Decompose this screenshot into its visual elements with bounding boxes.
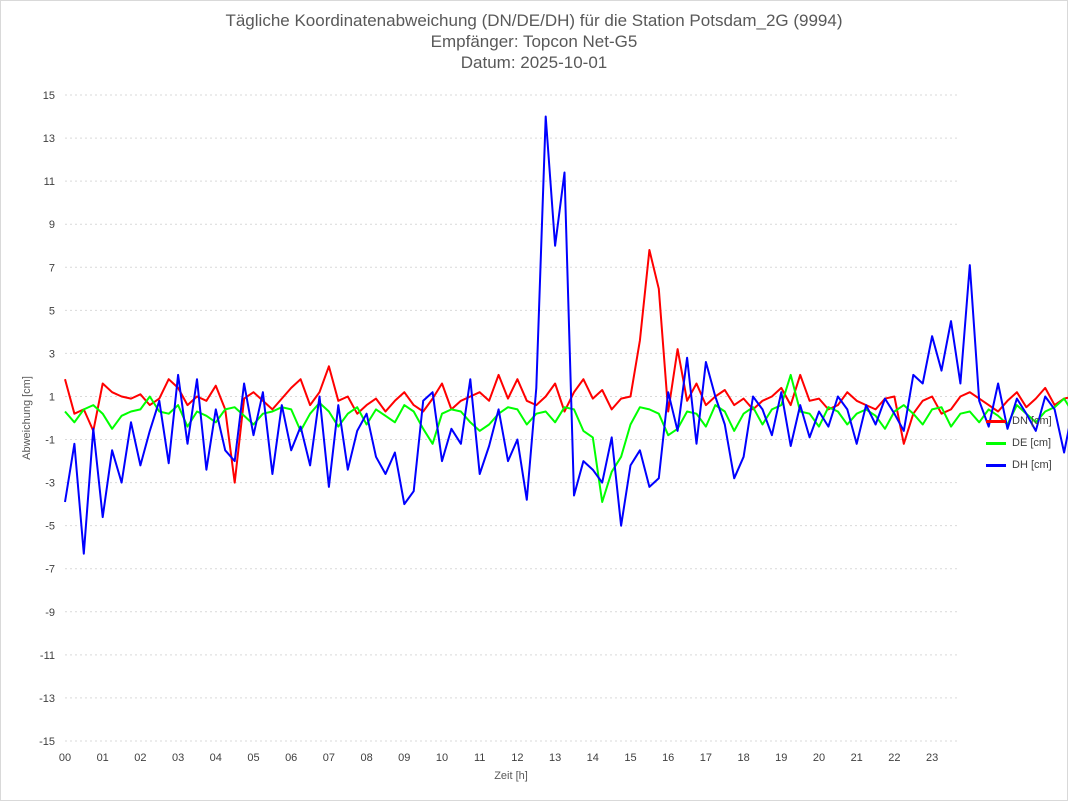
legend-label-dn: DN [cm] [1012,415,1052,427]
x-tick-label: 06 [285,752,297,764]
x-tick-label: 16 [662,752,674,764]
y-tick-label: -9 [45,607,55,619]
chart-title: Tägliche Koordinatenabweichung (DN/DE/DH… [0,10,1068,73]
x-tick-label: 15 [624,752,636,764]
legend-item-de: DE [cm] [986,432,1066,454]
x-tick-label: 11 [474,752,485,764]
x-axis-ticks: 00 01 02 03 04 05 06 07 08 09 10 11 12 13 14 15 16 17 18 19… [59,752,938,764]
x-tick-label: 22 [888,752,900,764]
x-tick-label: 21 [851,752,863,764]
legend-label-dh: DH [cm] [1012,459,1052,471]
legend-item-dn: DN [cm] [986,410,1066,432]
x-tick-label: 19 [775,752,787,764]
x-tick-label: 10 [436,752,448,764]
x-tick-label: 07 [323,752,335,764]
y-tick-label: 9 [49,219,55,231]
x-tick-label: 03 [172,752,184,764]
y-tick-label: -5 [45,521,55,533]
y-tick-label: 1 [49,391,55,403]
legend-swatch-de [986,441,1006,445]
legend-item-dh: DH [cm] [986,454,1066,476]
x-tick-label: 13 [549,752,561,764]
legend-swatch-dh [986,463,1006,467]
x-tick-label: 08 [360,752,372,764]
series-line-dh [64,115,1068,555]
series-lines [64,115,1068,555]
y-tick-label: 15 [43,90,55,102]
y-tick-label: -15 [39,736,55,748]
legend-swatch-dn [986,419,1006,423]
x-tick-label: 05 [247,752,259,764]
x-tick-label: 12 [511,752,523,764]
x-tick-label: 17 [700,752,712,764]
legend: DN [cm] DE [cm] DH [cm] [986,410,1066,476]
x-tick-label: 18 [737,752,749,764]
x-tick-label: 09 [398,752,410,764]
x-tick-label: 00 [59,752,71,764]
x-tick-label: 01 [97,752,109,764]
x-tick-label: 02 [134,752,146,764]
y-tick-label: -13 [39,693,55,705]
gridlines [65,94,960,742]
y-axis-label: Abweichung [cm] [21,376,33,460]
x-tick-label: 23 [926,752,938,764]
y-tick-label: 13 [43,133,55,145]
y-tick-label: 3 [49,348,55,360]
x-axis-label: Zeit [h] [494,770,528,782]
y-tick-label: 5 [49,305,55,317]
chart-title-line-3: Datum: 2025-10-01 [460,53,608,72]
x-tick-label: 14 [587,752,599,764]
series-line-dn [64,249,1068,484]
chart-title-line-1: Tägliche Koordinatenabweichung (DN/DE/DH… [225,11,843,30]
y-tick-label: -1 [45,435,55,447]
legend-label-de: DE [cm] [1012,437,1052,449]
x-tick-label: 04 [210,752,222,764]
y-axis-ticks: 15 13 11 9 7 5 3 1 -1 -3 -5 -7 -9 -11 -13 -15 [39,90,55,748]
chart-title-line-2: Empfänger: Topcon Net-G5 [430,32,638,51]
y-tick-label: 7 [49,262,55,274]
x-tick-label: 20 [813,752,825,764]
y-tick-label: 11 [44,176,55,188]
y-tick-label: -11 [40,650,55,662]
y-tick-label: -7 [45,564,55,576]
y-tick-label: -3 [45,478,55,490]
